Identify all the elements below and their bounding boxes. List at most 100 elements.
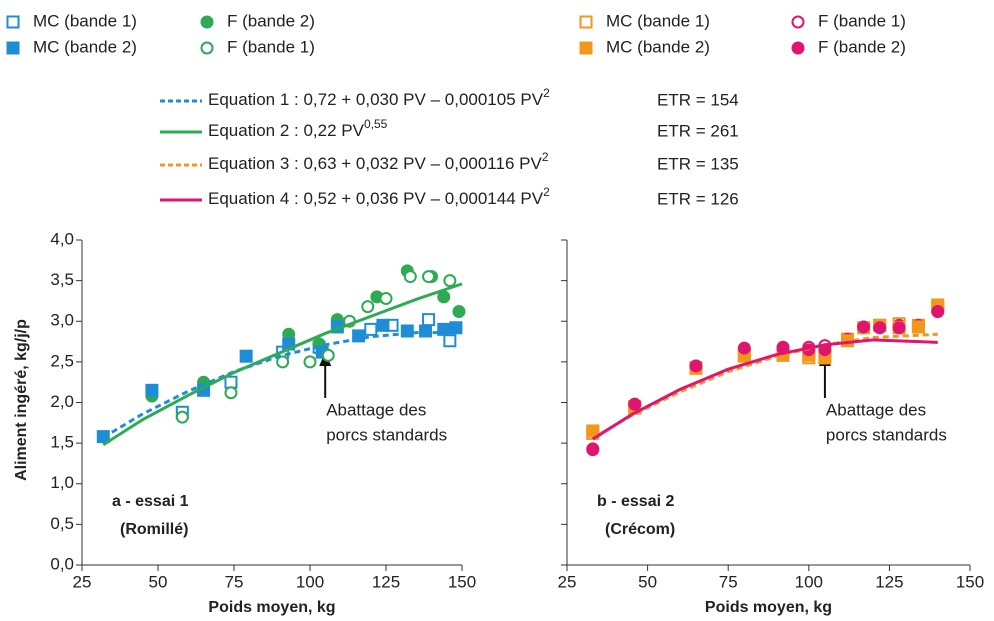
legend-marker <box>791 41 805 55</box>
marker <box>419 324 433 338</box>
y-tick-label: 3,0 <box>50 311 74 330</box>
y-tick-label: 1,5 <box>50 433 74 452</box>
marker <box>857 320 871 334</box>
legend-label-sup: 2 <box>543 185 550 199</box>
marker <box>422 313 436 327</box>
legend-label: MC (bande 2) <box>606 37 710 56</box>
panel-label: b - essai 2 <box>597 493 674 510</box>
equation-curve <box>102 282 463 447</box>
legend-label: Equation 3 : 0,63 + 0,032 PV – 0,000116 … <box>208 150 549 173</box>
legend-label: MC (bande 1) <box>33 11 137 30</box>
legend-label-sup: 0,55 <box>364 117 388 131</box>
legend-label: Equation 2 : 0,22 PV0,55 <box>208 117 388 140</box>
marker <box>437 290 451 304</box>
x-tick-label: 125 <box>875 572 903 591</box>
marker <box>403 270 417 284</box>
y-tick-label: 2,5 <box>50 351 74 370</box>
equation-curve <box>102 331 462 439</box>
marker <box>873 321 887 335</box>
legend-label: F (bande 2) <box>227 11 315 30</box>
legend-etr: ETR = 126 <box>657 189 739 208</box>
legend-label: F (bande 2) <box>818 37 906 56</box>
marker <box>586 442 600 456</box>
legend-marker <box>579 15 593 29</box>
equation-curve <box>592 332 938 440</box>
x-tick-label: 75 <box>225 572 244 591</box>
x-tick-label: 150 <box>448 572 476 591</box>
x-tick-label: 50 <box>638 572 657 591</box>
legend-etr: ETR = 154 <box>657 90 739 109</box>
marker <box>376 318 390 332</box>
panel-label: (Romillé) <box>120 521 188 538</box>
marker <box>361 300 375 314</box>
marker <box>437 322 451 336</box>
y-tick-label: 0,5 <box>50 514 74 533</box>
legend-label-text: Equation 4 : 0,52 + 0,036 PV – 0,000144 … <box>208 189 544 208</box>
legend-label: MC (bande 2) <box>33 37 137 56</box>
marker <box>586 424 600 438</box>
marker <box>276 355 290 369</box>
annotation: Abattage des <box>326 400 426 419</box>
legend-marker <box>791 15 805 29</box>
y-tick-label: 3,5 <box>50 270 74 289</box>
x-tick-label: 25 <box>73 572 92 591</box>
marker <box>145 383 159 397</box>
marker <box>175 410 189 424</box>
legend-label: Equation 4 : 0,52 + 0,036 PV – 0,000144 … <box>208 185 550 208</box>
marker <box>911 320 925 334</box>
x-tick-label: 75 <box>719 572 738 591</box>
legend-marker <box>6 41 20 55</box>
marker <box>321 348 335 362</box>
x-axis-label: Poids moyen, kg <box>705 599 832 616</box>
marker <box>224 386 238 400</box>
marker <box>400 324 414 338</box>
legend-label: F (bande 1) <box>227 37 315 56</box>
x-axis-label: Poids moyen, kg <box>208 599 335 616</box>
marker <box>422 270 436 284</box>
y-tick-label: 4,0 <box>50 229 74 248</box>
x-tick-label: 25 <box>558 572 577 591</box>
annotation: porcs standards <box>326 425 447 444</box>
x-tick-label: 125 <box>372 572 400 591</box>
marker <box>379 292 393 305</box>
annotation: porcs standards <box>826 425 947 444</box>
equation-curve <box>591 338 938 441</box>
legend-marker <box>200 41 214 55</box>
legend-label-sup: 2 <box>543 86 550 100</box>
marker <box>892 321 906 335</box>
y-tick-label: 0,0 <box>50 554 74 573</box>
legend-etr: ETR = 261 <box>657 121 739 140</box>
marker <box>628 397 642 411</box>
legend-marker <box>6 15 20 29</box>
panel-label: a - essai 1 <box>112 493 189 510</box>
x-tick-label: 100 <box>795 572 823 591</box>
x-tick-label: 150 <box>956 572 984 591</box>
marker <box>931 305 945 318</box>
y-tick-label: 2,0 <box>50 392 74 411</box>
y-tick-label: 1,0 <box>50 473 74 492</box>
marker <box>364 322 378 336</box>
legend-label-sup: 2 <box>542 150 549 164</box>
marker <box>352 329 366 343</box>
marker <box>689 359 703 373</box>
legend-label-text: Equation 2 : 0,22 PV <box>208 121 365 140</box>
legend-marker <box>200 15 214 29</box>
x-tick-label: 100 <box>296 572 324 591</box>
legend-label-text: Equation 1 : 0,72 + 0,030 PV – 0,000105 … <box>208 90 544 109</box>
marker <box>737 341 751 355</box>
legend-marker <box>579 41 593 55</box>
panel-label: (Crécom) <box>605 521 675 538</box>
marker <box>239 349 253 363</box>
annotation: Abattage des <box>826 400 926 419</box>
marker <box>224 375 238 389</box>
legend-label-text: Equation 3 : 0,63 + 0,032 PV – 0,000116 … <box>208 154 542 173</box>
x-tick-label: 50 <box>149 572 168 591</box>
legend-etr: ETR = 135 <box>657 154 739 173</box>
marker <box>303 355 317 369</box>
y-axis-label: Aliment ingéré, kg/j/p <box>13 319 30 481</box>
legend-label: MC (bande 1) <box>606 11 710 30</box>
marker <box>452 305 466 318</box>
legend-label: Equation 1 : 0,72 + 0,030 PV – 0,000105 … <box>208 86 550 109</box>
marker <box>443 334 457 348</box>
